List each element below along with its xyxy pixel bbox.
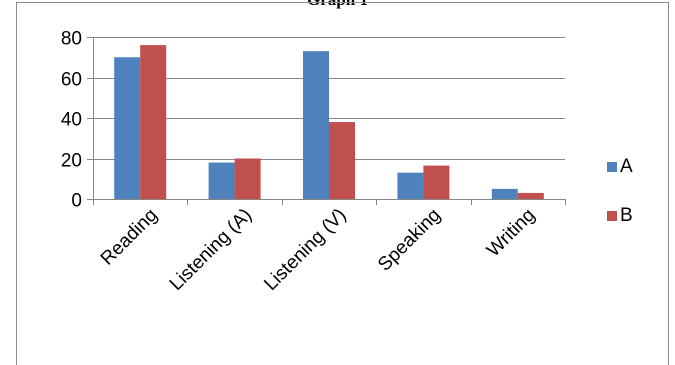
- y-tick-label: 60: [61, 70, 82, 91]
- legend-swatch-b: [607, 211, 617, 221]
- y-tick-label: 20: [61, 151, 82, 172]
- bars: [114, 45, 544, 199]
- bar-b-writing: [517, 192, 544, 199]
- legend-swatch-a: [607, 162, 617, 172]
- bar-a-listening-a: [208, 162, 235, 199]
- x-category-label: Writing: [483, 205, 539, 261]
- x-category-labels: Reading Listening (A) Listening (V) Speakin…: [97, 205, 539, 295]
- bar-a-speaking: [397, 172, 424, 199]
- x-category-label: Listening (V): [260, 205, 350, 295]
- bar-a-writing: [491, 188, 518, 199]
- bar-b-listening-a: [234, 158, 261, 199]
- legend-label-a: A: [620, 156, 633, 177]
- y-tick-label: 0: [71, 191, 82, 212]
- chart-title: Graph 1: [0, 0, 675, 9]
- y-tick-label: 80: [61, 29, 82, 50]
- legend: AB: [607, 156, 633, 226]
- bar-a-listening-v: [303, 51, 329, 199]
- legend-label-b: B: [620, 205, 633, 226]
- x-category-label: Speaking: [374, 205, 445, 276]
- y-tick-label: 40: [61, 110, 82, 131]
- chart-border: [16, 2, 669, 365]
- axes: [87, 37, 566, 205]
- y-tick-labels: 0 20 40 60 80: [61, 29, 82, 212]
- bar-b-listening-v: [329, 122, 355, 199]
- x-category-label: Reading: [97, 205, 162, 270]
- bar-a-reading: [114, 57, 141, 199]
- bar-b-reading: [140, 45, 167, 199]
- bar-b-speaking: [423, 165, 450, 199]
- x-category-label: Listening (A): [166, 205, 256, 295]
